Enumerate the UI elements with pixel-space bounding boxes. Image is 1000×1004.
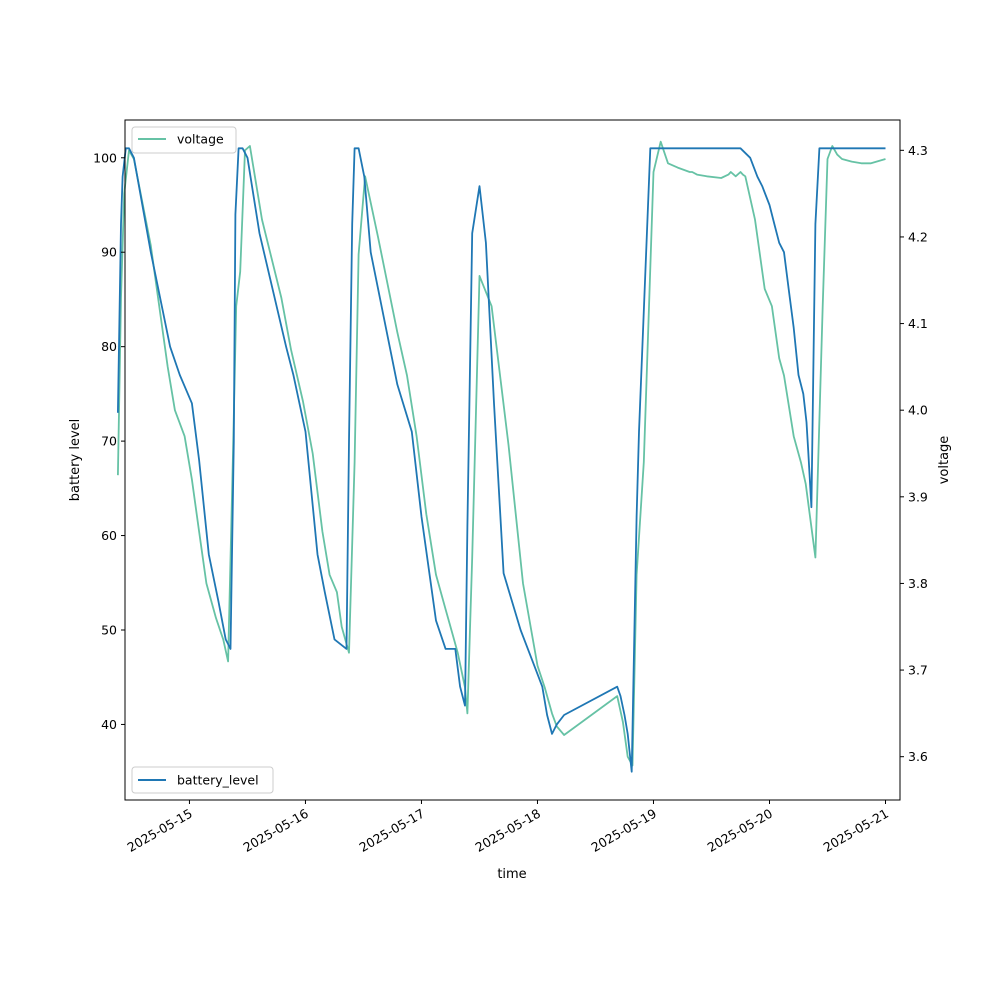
y-tick-label: 70 — [101, 434, 117, 449]
y-tick-label: 60 — [101, 528, 117, 543]
y2-tick-label: 4.2 — [908, 229, 928, 244]
y-tick-label: 50 — [101, 623, 117, 638]
legend-voltage-box — [131, 126, 237, 154]
y-axis-left: 40 50 60 70 80 90 100 — [93, 150, 125, 732]
legend-voltage-label: voltage — [177, 132, 224, 147]
y2-axis-label: voltage — [937, 436, 952, 485]
legend-battery-level: battery_level — [131, 766, 274, 794]
series-layer — [117, 140, 886, 773]
y2-tick-label: 4.1 — [908, 316, 928, 331]
y-tick-label: 100 — [93, 150, 117, 165]
legend-voltage: voltage — [131, 126, 237, 154]
y-axis-label: battery level — [68, 419, 83, 502]
y2-tick-label: 3.7 — [908, 663, 928, 678]
plot-frame — [124, 119, 901, 801]
y-tick-label: 90 — [101, 245, 117, 260]
legend-battery-level-box — [131, 766, 274, 794]
y2-tick-label: 4.0 — [908, 403, 928, 418]
y2-tick-label: 3.6 — [908, 749, 928, 764]
y2-tick-label: 4.3 — [908, 143, 928, 158]
y2-tick-label: 3.8 — [908, 576, 928, 591]
y-tick-label: 80 — [101, 339, 117, 354]
series-line-battery-level — [117, 147, 886, 773]
legend-battery-level-label: battery_level — [177, 773, 259, 788]
x-axis-label: time — [497, 867, 526, 882]
y-axis-right: 3.6 3.7 3.8 3.9 4.0 4.1 4.2 4.3 — [900, 143, 928, 764]
y-tick-label: 40 — [101, 717, 117, 732]
y2-tick-label: 3.9 — [908, 489, 928, 504]
